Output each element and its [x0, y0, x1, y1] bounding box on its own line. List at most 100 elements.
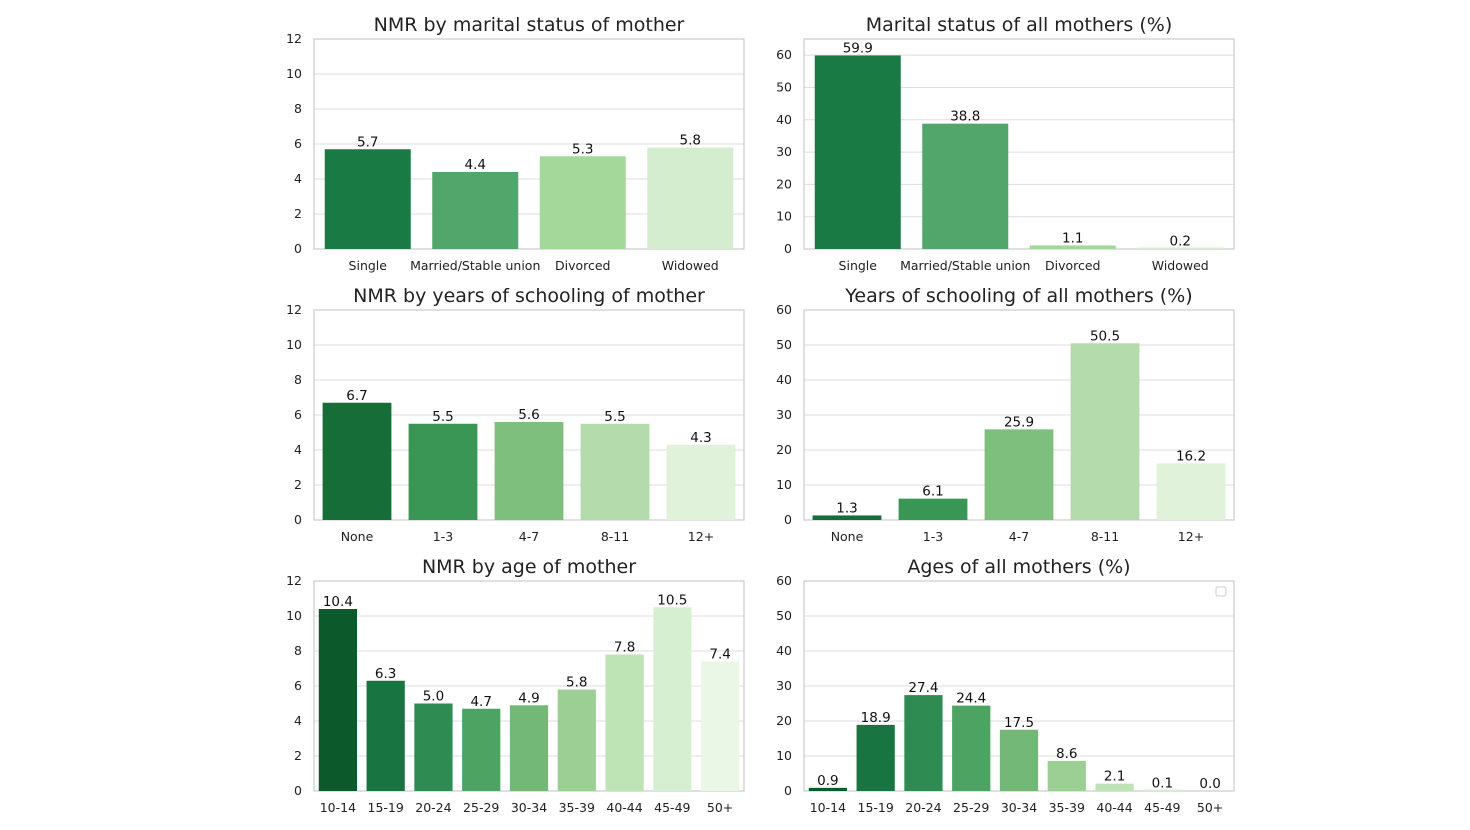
- data-label: 10.4: [323, 594, 353, 610]
- y-tick-label: 2: [294, 748, 302, 763]
- bar-25-29: [462, 708, 501, 791]
- y-tick-label: 50: [776, 79, 792, 94]
- x-tick-label: 10-14: [320, 800, 356, 815]
- x-tick-label: 12+: [688, 529, 714, 544]
- data-label: 5.8: [680, 133, 701, 149]
- chart-title: NMR by age of mother: [422, 556, 636, 578]
- chart-panel-age-pct: Ages of all mothers (%) 0 10 20 30 40 50 60 0.9 1…: [776, 556, 1235, 815]
- x-tick-label: 25-29: [953, 800, 989, 815]
- x-tick-label: 4-7: [1009, 529, 1029, 544]
- data-label: 59.9: [843, 40, 873, 56]
- bar-30-34: [509, 705, 549, 791]
- chart-title: Years of schooling of all mothers (%): [844, 285, 1192, 307]
- data-label: 0.0: [1199, 776, 1220, 792]
- bar-15-19: [856, 724, 895, 791]
- x-tick-label: Married/Stable union: [900, 258, 1030, 273]
- bar-45-49: [653, 607, 692, 791]
- data-label: 7.4: [709, 647, 730, 663]
- bar-50+: [701, 661, 740, 791]
- chart-panel-nmr-schooling: NMR by years of schooling of mother 0 2 4 6 8…: [286, 285, 745, 544]
- data-label: 5.3: [572, 141, 593, 157]
- data-label: 16.2: [1176, 448, 1206, 464]
- y-tick-label: 12: [286, 31, 302, 46]
- y-tick-label: 20: [776, 713, 792, 728]
- bar-12+: [1156, 463, 1226, 520]
- bar-10-14: [318, 609, 357, 791]
- y-tick-label: 10: [286, 337, 302, 352]
- bar-None: [812, 515, 882, 520]
- data-label: 6.1: [922, 484, 943, 500]
- x-tick-label: 8-11: [601, 529, 629, 544]
- bar-35-39: [557, 689, 596, 791]
- x-tick-label: Single: [349, 258, 388, 273]
- bar-15-19: [366, 680, 405, 791]
- x-tick-label: 45-49: [654, 800, 690, 815]
- y-tick-label: 0: [294, 512, 302, 527]
- bar-4-7: [984, 429, 1054, 520]
- x-tick-label: 30-34: [511, 800, 547, 815]
- data-label: 50.5: [1090, 328, 1120, 344]
- data-label: 24.4: [956, 691, 986, 707]
- y-tick-label: 0: [294, 241, 302, 256]
- y-tick-label: 20: [776, 176, 792, 191]
- data-label: 0.1: [1152, 776, 1173, 792]
- bar-40-44: [1095, 783, 1134, 791]
- data-label: 17.5: [1004, 715, 1034, 731]
- y-tick-label: 60: [776, 302, 792, 317]
- x-tick-label: 50+: [1197, 800, 1223, 815]
- x-tick-label: 10-14: [810, 800, 846, 815]
- y-tick-label: 6: [294, 407, 302, 422]
- bar-None: [322, 402, 392, 520]
- y-tick-label: 12: [286, 573, 302, 588]
- x-tick-label: 15-19: [858, 800, 894, 815]
- y-tick-label: 10: [776, 477, 792, 492]
- y-tick-label: 10: [776, 748, 792, 763]
- x-tick-label: 35-39: [559, 800, 595, 815]
- data-label: 4.7: [470, 694, 491, 710]
- data-label: 1.1: [1062, 230, 1083, 246]
- bar-Divorced: [1029, 245, 1116, 249]
- x-tick-label: 40-44: [606, 800, 642, 815]
- data-label: 5.8: [566, 675, 587, 691]
- data-label: 27.4: [908, 680, 938, 696]
- data-label: 7.8: [614, 640, 635, 656]
- x-tick-label: Divorced: [555, 258, 611, 273]
- bar-8-11: [1070, 343, 1140, 520]
- data-label: 4.9: [518, 690, 539, 706]
- x-tick-label: 45-49: [1144, 800, 1180, 815]
- y-tick-label: 30: [776, 678, 792, 693]
- bar-12+: [666, 444, 736, 520]
- x-tick-label: 35-39: [1049, 800, 1085, 815]
- y-tick-label: 0: [294, 783, 302, 798]
- plot-frame: [313, 38, 745, 250]
- y-tick-label: 50: [776, 337, 792, 352]
- x-tick-label: 4-7: [519, 529, 539, 544]
- y-tick-label: 4: [294, 713, 302, 728]
- y-tick-label: 50: [776, 608, 792, 623]
- x-tick-label: Divorced: [1045, 258, 1101, 273]
- bar-20-24: [414, 703, 453, 791]
- y-tick-label: 12: [286, 302, 302, 317]
- data-label: 5.5: [604, 409, 625, 425]
- x-tick-label: Widowed: [662, 258, 719, 273]
- data-label: 6.7: [346, 388, 367, 404]
- chart-title: Marital status of all mothers (%): [866, 14, 1173, 36]
- data-label: 5.7: [357, 134, 378, 150]
- y-tick-label: 0: [784, 512, 792, 527]
- data-label: 2.1: [1104, 769, 1125, 785]
- x-tick-label: 8-11: [1091, 529, 1119, 544]
- y-tick-label: 40: [776, 372, 792, 387]
- x-tick-label: Married/Stable union: [410, 258, 540, 273]
- bar-Divorced: [539, 156, 626, 249]
- bar-Married/Stable union: [432, 172, 519, 249]
- data-label: 6.3: [375, 666, 396, 682]
- chart-panel-marital-pct: Marital status of all mothers (%) 0 10 20 30…: [776, 14, 1235, 273]
- chart-title: Ages of all mothers (%): [907, 556, 1130, 578]
- bar-1-3: [408, 423, 478, 520]
- chart-title: NMR by marital status of mother: [374, 14, 685, 36]
- data-label: 5.0: [423, 689, 444, 705]
- chart-panel-nmr-marital: NMR by marital status of mother 0 2 4 6 8 10 12…: [286, 14, 745, 273]
- y-tick-label: 6: [294, 136, 302, 151]
- y-tick-label: 0: [784, 783, 792, 798]
